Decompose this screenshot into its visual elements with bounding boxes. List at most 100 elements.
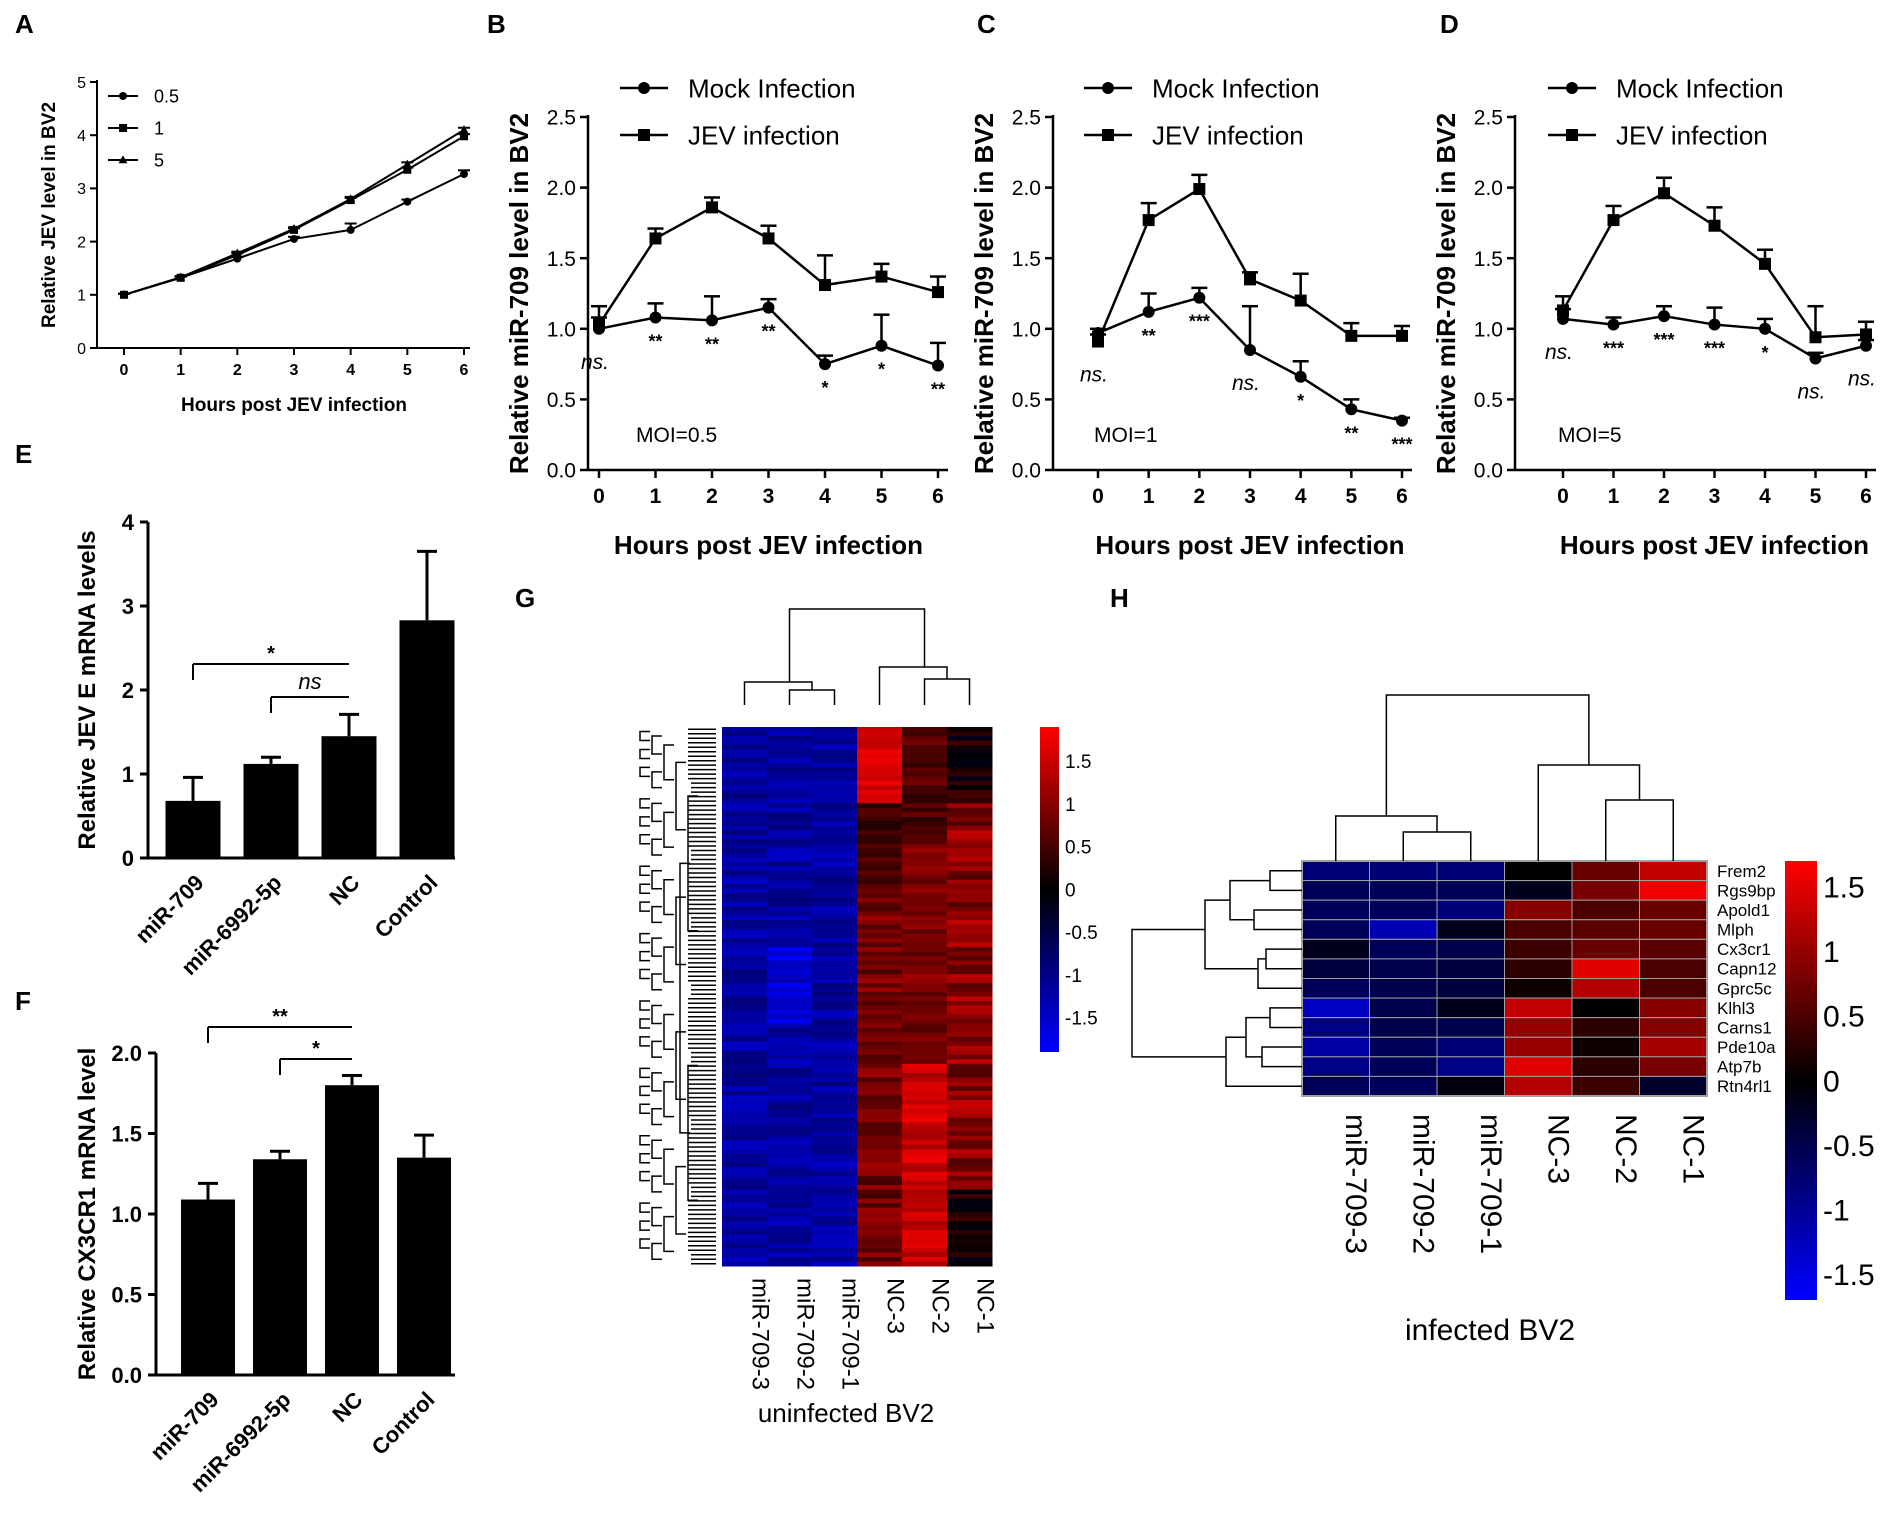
- heatmap-cell: [947, 1149, 993, 1155]
- heatmap-cell: [767, 780, 813, 786]
- heatmap-cell: [857, 1243, 903, 1249]
- row-dendrogram-G: [675, 1031, 686, 1100]
- colorbar-tick-label-G: 0.5: [1065, 838, 1091, 859]
- heatmap-cell: [1301, 997, 1370, 1019]
- heatmap-cell: [767, 861, 813, 867]
- heatmap-cell: [857, 1194, 903, 1200]
- heatmap-cell: [812, 1122, 858, 1128]
- heatmap-cell: [857, 987, 903, 993]
- heatmap-cell: [902, 1027, 948, 1033]
- heatmap-cell: [767, 1081, 813, 1087]
- heatmap-cell: [902, 1108, 948, 1114]
- data-point-C-1: [1345, 329, 1358, 342]
- heatmap-cell: [722, 1090, 768, 1096]
- heatmap-cell: [722, 1050, 768, 1056]
- row-dendrogram-G: [675, 761, 686, 831]
- moi-label-C: MOI=1: [1094, 424, 1158, 447]
- heatmap-cell: [767, 1000, 813, 1006]
- heatmap-cell: [767, 1068, 813, 1074]
- heatmap-cell: [722, 929, 768, 935]
- row-dendrogram-G: [663, 744, 674, 781]
- colorbar-tick-label-G: 1.5: [1065, 752, 1091, 773]
- heatmap-cell: [722, 969, 768, 975]
- heatmap-cell: [812, 983, 858, 989]
- y-axis-label-E: Relative JEV E mRNA levels: [74, 530, 101, 849]
- heatmap-cell: [812, 1032, 858, 1038]
- heatmap-cell: [722, 830, 768, 836]
- heatmap-cell: [722, 1018, 768, 1024]
- significance-label-B: *: [821, 378, 828, 398]
- heatmap-cell: [767, 978, 813, 984]
- heatmap-cell: [902, 1216, 948, 1222]
- column-dendrogram-G: [788, 689, 836, 705]
- data-point-A-2: [232, 248, 242, 257]
- heatmap-cell: [722, 740, 768, 746]
- data-point-C-0: [1193, 291, 1206, 304]
- heatmap-cell: [722, 807, 768, 813]
- row-dendrogram-G: [663, 1081, 674, 1118]
- row-dendrogram-G: [639, 1152, 650, 1164]
- row-dendrogram-G: [639, 932, 650, 944]
- heatmap-cell: [722, 843, 768, 849]
- series-line-A-2: [123, 129, 465, 296]
- heatmap-cell: [812, 785, 858, 791]
- row-dendrogram-G: [651, 1072, 662, 1092]
- heatmap-cell: [722, 1153, 768, 1159]
- data-point-A-2: [176, 272, 186, 281]
- bar-mir-709: [181, 1199, 235, 1375]
- heatmap-cell: [722, 758, 768, 764]
- heatmap-cell: [947, 848, 993, 854]
- heatmap-cell: [947, 758, 993, 764]
- heatmap-cell: [947, 978, 993, 984]
- legend-marker-B: [638, 129, 650, 141]
- heatmap-cell: [902, 1023, 948, 1029]
- heatmap-cell: [767, 947, 813, 953]
- heatmap-cell: [767, 983, 813, 989]
- heatmap-cell: [902, 1104, 948, 1110]
- heatmap-cell: [947, 1041, 993, 1047]
- heatmap-cell: [767, 1185, 813, 1191]
- heatmap-cell: [767, 1252, 813, 1258]
- heatmap-cell: [857, 1113, 903, 1119]
- heatmap-cell: [947, 749, 993, 755]
- row-dendrogram-H: [1229, 879, 1270, 921]
- heatmap-cell: [722, 1041, 768, 1047]
- heatmap-cell: [857, 762, 903, 768]
- heatmap-cell: [767, 1158, 813, 1164]
- heatmap-cell: [947, 753, 993, 759]
- heatmap-cell: [1369, 919, 1438, 940]
- row-dendrogram-G: [651, 1108, 662, 1126]
- heatmap-cell: [857, 897, 903, 903]
- heatmap-cell: [767, 987, 813, 993]
- y-tick-label-C: 1.5: [1012, 248, 1041, 271]
- row-dendrogram-H: [1261, 1046, 1302, 1068]
- heatmap-cell: [857, 735, 903, 741]
- row-dendrogram-G: [639, 968, 650, 980]
- x-tick-label-A: 5: [403, 362, 412, 379]
- heatmap-cell: [1504, 899, 1573, 921]
- heatmap-cell: [767, 758, 813, 764]
- bar-mir-6992-5p: [243, 763, 299, 858]
- heatmap-cell: [722, 884, 768, 890]
- heatmap-cell: [722, 875, 768, 881]
- heatmap-cell: [947, 884, 993, 890]
- heatmap-cell: [857, 1162, 903, 1168]
- row-label-H: Capn12: [1717, 960, 1777, 979]
- heatmap-cell: [1504, 1075, 1573, 1097]
- colorbar-tick-label-H: -0.5: [1823, 1130, 1875, 1163]
- data-point-C-1: [1092, 335, 1104, 348]
- heatmap-cell: [1436, 997, 1505, 1019]
- heatmap-cell: [767, 1104, 813, 1110]
- heatmap-cell: [857, 861, 903, 867]
- heatmap-cell: [812, 803, 858, 809]
- heatmap-cell: [812, 1068, 858, 1074]
- heatmap-cell: [857, 1117, 903, 1123]
- heatmap-cell: [902, 1135, 948, 1141]
- y-tick-label-E: 4: [122, 510, 135, 535]
- heatmap-cell: [857, 969, 903, 975]
- row-dendrogram-G: [651, 1206, 662, 1227]
- moi-label-B: MOI=0.5: [636, 424, 717, 447]
- heatmap-cell: [857, 884, 903, 890]
